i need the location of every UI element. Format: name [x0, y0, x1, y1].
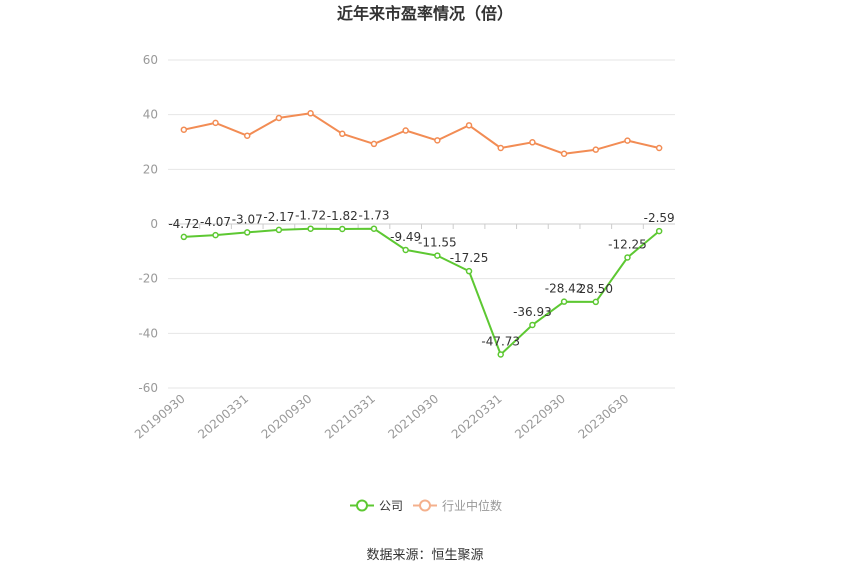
- data-point-company[interactable]: [624, 254, 631, 261]
- legend-item-company[interactable]: 公司: [350, 499, 403, 513]
- grid-lines: [168, 59, 675, 389]
- data-point-company[interactable]: [560, 298, 568, 305]
- series-line-industry-median: [183, 112, 660, 155]
- data-point-company[interactable]: [434, 252, 441, 259]
- data-point-industry-median[interactable]: [180, 126, 188, 133]
- data-point-company[interactable]: [402, 246, 409, 254]
- data-labels: -4.72 -4.07 -3.07 -2.17 -1.72 -1.82 -1.73-9.49…: [168, 209, 674, 349]
- legend-label-company: 公司: [379, 499, 403, 513]
- legend-marker-company: [356, 499, 368, 512]
- data-point-industry-median[interactable]: [655, 144, 663, 152]
- x-tick-label: 20210930: [385, 392, 441, 442]
- data-point-industry-median[interactable]: [529, 139, 536, 146]
- data-point-industry-median[interactable]: [624, 137, 631, 144]
- y-tick-label: -20: [138, 272, 158, 286]
- data-label-company: -1.73: [358, 209, 389, 223]
- source-note: 数据来源：恒生聚源: [366, 548, 483, 563]
- data-point-industry-median[interactable]: [497, 144, 504, 152]
- series-layer: [180, 110, 663, 358]
- data-label-company: 28.50: [579, 282, 613, 296]
- data-label-company: -4.72: [168, 217, 199, 231]
- legend-marker-industry-median: [419, 499, 431, 512]
- data-point-company[interactable]: [275, 226, 283, 234]
- x-tick-label: 20200930: [259, 392, 315, 442]
- data-point-industry-median[interactable]: [592, 146, 600, 153]
- data-point-industry-median[interactable]: [560, 150, 568, 158]
- y-tick-label: 60: [143, 53, 158, 67]
- data-point-company[interactable]: [465, 267, 473, 275]
- data-label-company: -12.25: [608, 237, 647, 251]
- x-tick-label: 20220930: [512, 392, 568, 442]
- x-tick-label: 20220331: [449, 392, 505, 442]
- x-tick-label: 20230630: [576, 392, 632, 442]
- data-label-company: -9.49: [390, 230, 421, 244]
- data-label-company: -47.73: [481, 334, 520, 348]
- y-tick-label: 40: [143, 108, 158, 122]
- data-point-company[interactable]: [243, 229, 251, 236]
- data-point-company[interactable]: [592, 298, 600, 306]
- data-label-company: -28.42: [545, 282, 584, 296]
- data-point-company[interactable]: [370, 225, 378, 232]
- y-tick-label: -40: [138, 326, 158, 340]
- y-tick-label: 20: [143, 162, 158, 176]
- y-axis: 60 40 20 0 -20 -40 -60: [138, 53, 158, 395]
- data-label-company: -11.55: [418, 236, 457, 250]
- legend-item-industry-median[interactable]: 行业中位数: [413, 498, 502, 513]
- data-point-industry-median[interactable]: [370, 140, 378, 148]
- data-label-company: -4.07: [200, 215, 231, 229]
- data-point-company[interactable]: [212, 231, 219, 239]
- x-tick-label: 20210331: [322, 392, 378, 442]
- data-point-industry-median[interactable]: [307, 110, 314, 117]
- data-label-company: -17.25: [450, 251, 489, 265]
- x-axis: 20190930 20200331 20200930 20210331 20210930…: [132, 224, 644, 442]
- data-point-company[interactable]: [529, 321, 536, 329]
- data-point-industry-median[interactable]: [465, 122, 473, 129]
- data-point-company[interactable]: [180, 233, 188, 241]
- data-label-company: -2.17: [263, 210, 294, 224]
- x-tick-label: 20190930: [132, 392, 188, 442]
- data-point-industry-median[interactable]: [243, 132, 251, 139]
- data-point-company[interactable]: [497, 351, 504, 358]
- chart-title: 近年来市盈率情况（倍）: [337, 4, 513, 23]
- x-tick-label: 20200331: [195, 392, 251, 442]
- data-label-company: -3.07: [232, 212, 263, 226]
- y-tick-label: -60: [138, 381, 158, 395]
- data-point-company[interactable]: [655, 227, 663, 235]
- y-tick-label: 0: [150, 217, 158, 231]
- data-point-industry-median[interactable]: [339, 130, 346, 138]
- data-label-company: -1.72: [295, 209, 326, 223]
- data-point-industry-median[interactable]: [402, 127, 409, 134]
- data-point-industry-median[interactable]: [434, 137, 441, 144]
- data-point-company[interactable]: [307, 225, 314, 232]
- data-point-company[interactable]: [339, 225, 346, 233]
- data-point-industry-median[interactable]: [212, 119, 219, 127]
- data-point-industry-median[interactable]: [275, 114, 283, 122]
- legend-label-industry-median: 行业中位数: [442, 498, 502, 513]
- data-label-company: -1.82: [327, 209, 358, 223]
- data-label-company: -2.59: [644, 211, 675, 225]
- data-label-company: -36.93: [513, 305, 552, 319]
- series-line-company: [183, 227, 660, 356]
- legend: 公司 行业中位数: [350, 498, 502, 513]
